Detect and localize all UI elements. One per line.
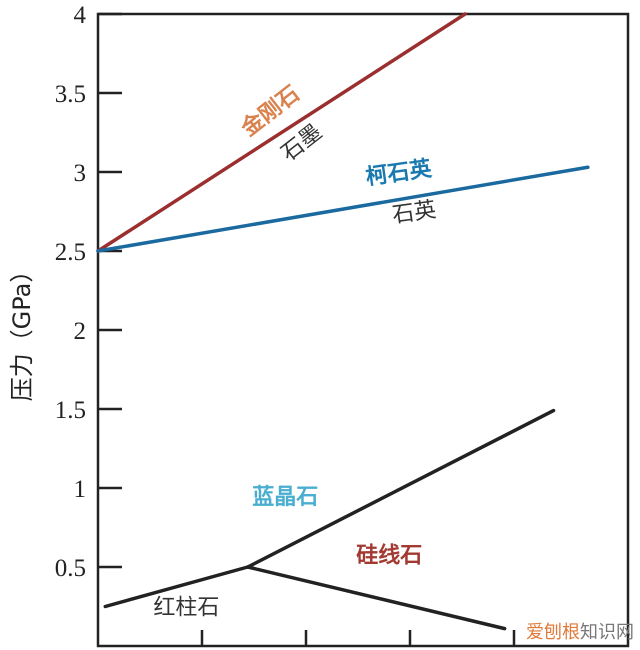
y-tick-label: 1: [74, 476, 87, 503]
y-tick-label: 3: [74, 160, 87, 187]
watermark-part1: 爱刨根: [526, 622, 580, 643]
phase-boundary-line-0: [96, 12, 467, 253]
y-tick-label: 2: [74, 318, 87, 345]
phase-label: 石墨: [277, 120, 327, 167]
phase-boundary-line-3: [246, 408, 556, 569]
watermark: 爱刨根知识网: [526, 618, 634, 644]
phase-label: 红柱石: [153, 595, 219, 620]
watermark-part2: 知识网: [580, 622, 634, 643]
y-axis-label: 压力（GPa）: [8, 259, 36, 402]
phase-boundary-line-4: [246, 565, 507, 631]
y-tick-label: 4: [74, 2, 87, 29]
y-tick-label: 3.5: [55, 81, 86, 108]
y-tick-label: 2.5: [55, 239, 86, 266]
phase-boundary-line-1: [96, 165, 590, 253]
phase-boundary-line-2: [103, 565, 250, 609]
phase-label: 硅线石: [356, 542, 422, 568]
phase-label: 柯石英: [364, 155, 434, 190]
phase-label: 蓝晶石: [252, 485, 318, 510]
y-tick-label: 1.5: [55, 397, 86, 424]
phase-label: 石英: [391, 198, 438, 229]
y-tick-label: 0.5: [55, 555, 86, 582]
